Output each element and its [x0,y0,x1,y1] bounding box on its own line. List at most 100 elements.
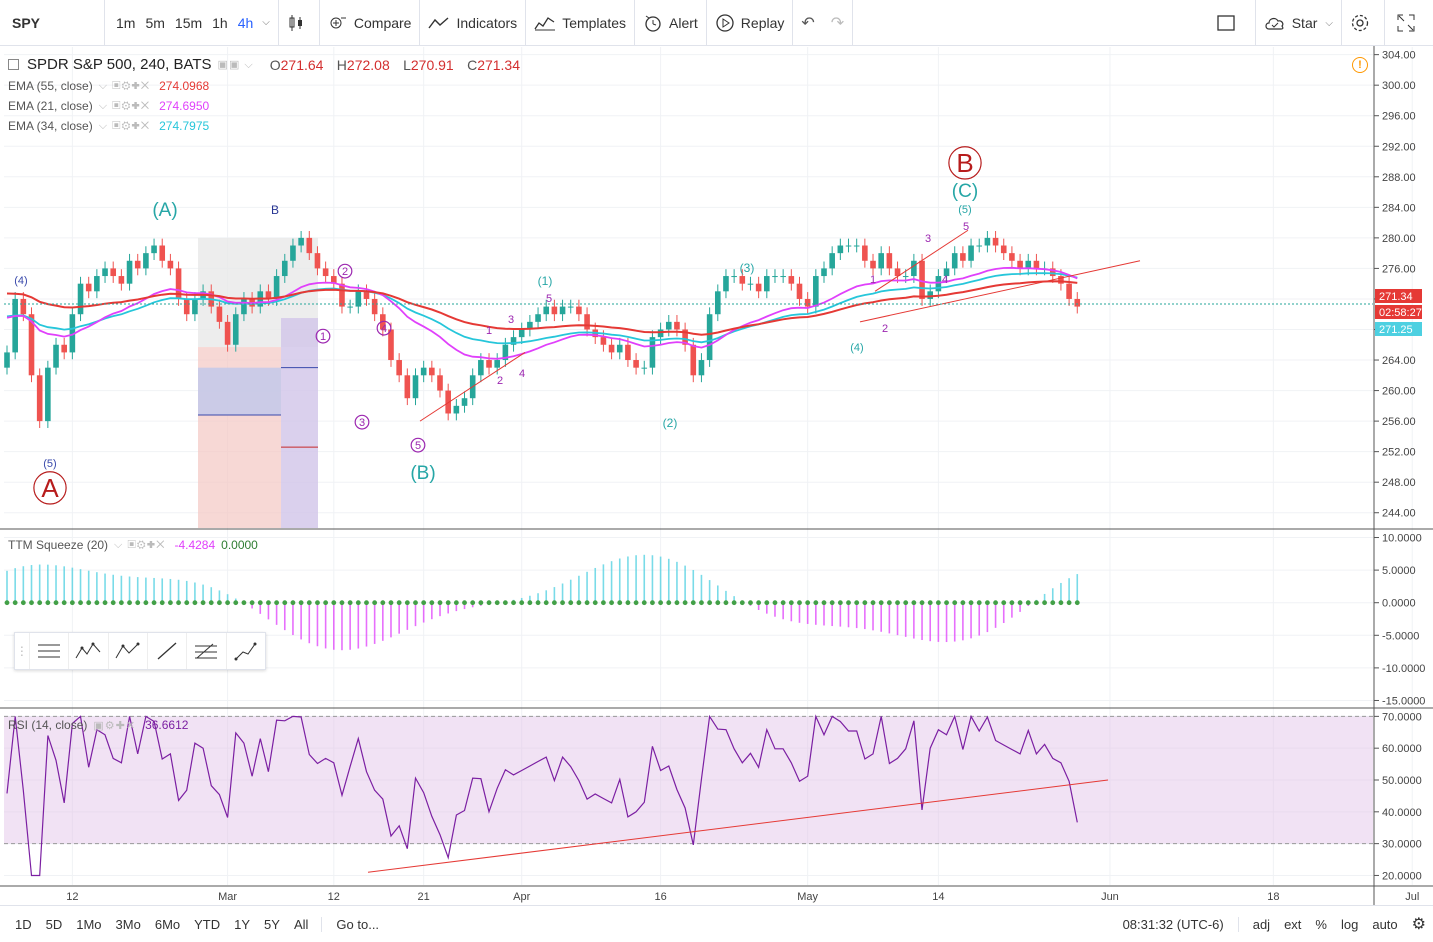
collapse-icon[interactable] [8,59,19,70]
ema21-label: EMA (21, close) [8,99,93,113]
fullscreen-layout-button[interactable] [1203,0,1256,46]
auto-toggle[interactable]: auto [1372,916,1398,932]
main-series-title: SPDR S&P 500, 240, BATS [27,56,212,73]
compare-button[interactable]: Compare [320,0,421,46]
trend-line [419,351,526,422]
price-tick-label: 276.00 [1382,263,1416,275]
squeeze-dot [274,600,280,606]
chevron-down-icon[interactable]: ⌵ [262,17,270,28]
adj-toggle[interactable]: adj [1252,916,1271,932]
compare-label: Compare [353,14,412,31]
trend-line-tool[interactable] [146,633,186,669]
chevron-down-icon: ⌵ [1325,17,1333,29]
trend-line-icon [157,642,177,660]
squeeze-dot [535,600,541,606]
redo-button[interactable]: ↷ [823,0,854,46]
interval-1m[interactable]: 1m [116,14,136,31]
ema34-legend[interactable]: EMA (34, close) ⌵ ▣⚙✚✕ 274.7975 [8,119,210,133]
toolbar-right: Star ⌵ [1203,0,1433,46]
wave-label: 2 [882,323,888,335]
candle-body [665,321,672,330]
rsi-tick-label: 20.0000 [1382,870,1422,882]
indicators-button[interactable]: Indicators [420,0,527,46]
squeeze-dot [298,600,304,606]
replay-button[interactable]: Replay [707,0,794,46]
interval-1h[interactable]: 1h [212,14,228,31]
candle-body [682,329,688,345]
open-value: 271.64 [280,56,324,73]
wave-circle [376,320,392,336]
warning-icon[interactable]: ! [1352,57,1368,73]
ttm-legend[interactable]: TTM Squeeze (20) ⌵ ▣⚙✚✕ -4.4284 0.0000 [8,538,258,552]
fib-tool[interactable] [186,633,225,669]
ema34-value: 274.7975 [159,119,210,133]
price-tick-label: 248.00 [1382,477,1416,489]
price-tick-label: 244.00 [1382,508,1416,520]
rsi-legend[interactable]: RSI (14, close) ▣⚙✚✕ 36.6612 [8,718,189,732]
interval-5m[interactable]: 5m [145,14,165,31]
drag-handle-icon[interactable]: ⋮ [15,644,28,658]
range-1mo[interactable]: 1Mo [76,916,102,932]
candle-body [633,360,639,368]
candle-body [510,337,517,345]
settings-button[interactable] [1342,0,1385,46]
candle-body [461,398,468,406]
clock-time[interactable]: 08:31:32 (UTC-6) [1116,916,1239,932]
squeeze-dot [388,600,394,606]
ema55-legend[interactable]: EMA (55, close) ⌵ ▣⚙✚✕ 274.0968 [8,79,210,93]
ext-toggle[interactable]: ext [1284,916,1302,932]
candle-body [968,245,974,261]
range-5d[interactable]: 5D [45,916,63,932]
time-tick-label: Jun [1101,891,1119,903]
candle-body [551,306,558,315]
log-toggle[interactable]: log [1340,916,1359,932]
squeeze-dot [315,600,320,606]
candle-body [53,344,59,368]
range-1y[interactable]: 1Y [234,916,251,932]
interval-4h[interactable]: 4h [237,14,254,31]
range-1d[interactable]: 1D [15,916,32,932]
squeeze-dot [380,600,386,606]
interval-15m[interactable]: 15m [174,14,203,31]
ema21-legend[interactable]: EMA (21, close) ⌵ ▣⚙✚✕ 274.6950 [8,99,210,113]
series-toggles[interactable]: ▣▣ ⌵ [217,58,254,71]
star-button[interactable]: Star ⌵ [1256,0,1342,46]
chart-canvas[interactable]: A(A) B(B)(C)B(5)(5)(4) (1)(3)(4)(2)1234512… [0,46,1433,905]
candle-body [437,375,443,391]
range-3mo[interactable]: 3Mo [115,916,141,932]
expand-button[interactable] [1385,0,1433,46]
elliott-correction-tool[interactable] [107,633,147,669]
goto-button[interactable]: Go to... [321,916,386,932]
squeeze-dot [1001,600,1007,606]
ttm-pane [4,554,1080,651]
price-tick-label: 292.00 [1382,141,1416,153]
squeeze-dot [976,600,982,606]
range-all[interactable]: All [293,916,309,932]
range-5y[interactable]: 5Y [264,916,280,932]
fib-blue-zone [198,367,281,416]
chart-type-button[interactable] [279,0,320,46]
horizontal-lines-tool[interactable] [28,633,68,669]
squeeze-dot [217,600,222,606]
wave-label: 4 [519,368,525,380]
squeeze-dot [208,600,214,606]
alert-button[interactable]: Alert [635,0,707,46]
squeeze-dot [731,600,737,606]
elliott-impulse-tool[interactable] [68,633,107,669]
range-ytd[interactable]: YTD [194,916,221,932]
undo-button[interactable]: ↶ [801,14,815,32]
squeeze-dot [1074,600,1080,606]
percent-toggle[interactable]: % [1315,916,1327,932]
replay-icon [716,13,734,32]
symbol-search[interactable]: SPY [0,0,105,46]
candle-body [4,352,10,368]
square-icon [1217,15,1235,31]
candle-body [878,253,884,269]
templates-button[interactable]: Templates [526,0,635,46]
range-6mo[interactable]: 6Mo [154,916,181,932]
path-tool[interactable] [225,633,265,669]
fib-purple-zone [281,318,318,528]
gear-icon[interactable]: ⚙ [1411,916,1426,933]
squeeze-dot [200,600,206,606]
squeeze-dot [641,600,647,606]
